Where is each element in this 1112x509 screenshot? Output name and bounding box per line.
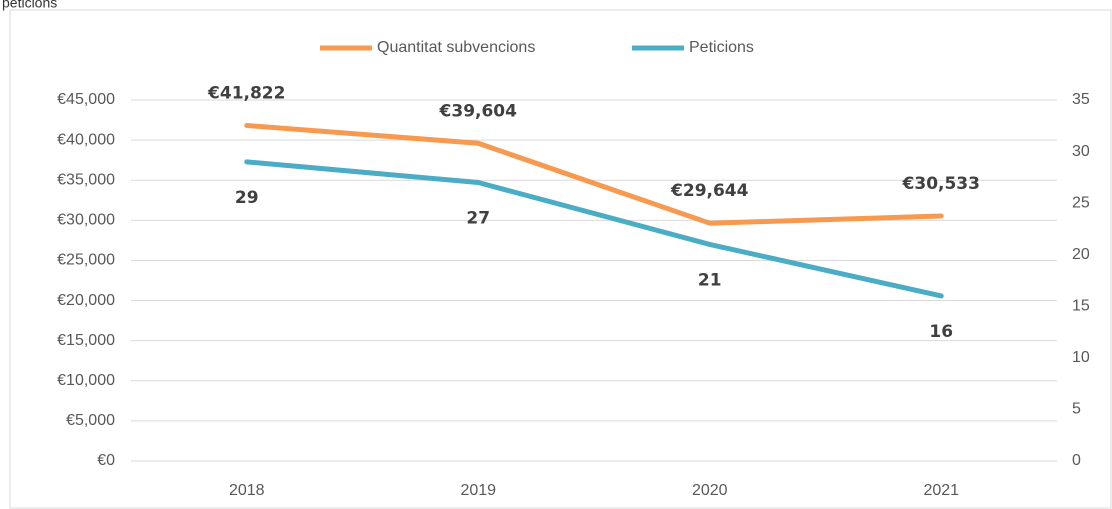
y2-tick-label: 15 [1072, 298, 1090, 315]
data-label: €39,604 [439, 101, 518, 121]
y-tick-label: €35,000 [57, 171, 115, 188]
data-label: 16 [929, 322, 953, 342]
series-line [244, 122, 944, 226]
y2-tick-label: 5 [1072, 401, 1081, 418]
chart-title: peticions [2, 0, 57, 11]
y-tick-label: €45,000 [57, 91, 115, 108]
y-tick-label: €20,000 [57, 292, 115, 309]
y-tick-label: €0 [97, 452, 115, 469]
y-tick-label: €5,000 [66, 412, 115, 429]
y2-tick-label: 20 [1072, 246, 1090, 263]
y2-tick-label: 0 [1072, 452, 1081, 469]
x-tick-label: 2020 [692, 482, 728, 499]
legend-label: Quantitat subvencions [377, 39, 535, 56]
legend-label: Peticions [689, 39, 754, 56]
y-tick-label: €10,000 [57, 372, 115, 389]
y2-tick-label: 35 [1072, 91, 1090, 108]
y-tick-label: €15,000 [57, 332, 115, 349]
x-tick-label: 2021 [923, 482, 959, 499]
chart-area [9, 9, 1112, 509]
data-label: €29,644 [670, 181, 749, 201]
y-tick-label: €40,000 [57, 131, 115, 148]
data-label: €41,822 [207, 83, 285, 103]
y-tick-label: €30,000 [57, 212, 115, 229]
x-tick-label: 2019 [460, 482, 496, 499]
series-line [244, 159, 944, 299]
y2-tick-label: 25 [1072, 194, 1090, 211]
data-label: 27 [466, 209, 490, 229]
y2-tick-label: 10 [1072, 349, 1090, 366]
y-tick-label: €25,000 [57, 252, 115, 269]
data-label: 21 [698, 270, 722, 290]
y2-tick-label: 30 [1072, 143, 1090, 160]
data-label: €30,533 [902, 174, 980, 194]
x-tick-label: 2018 [229, 482, 265, 499]
data-label: 29 [235, 188, 259, 208]
